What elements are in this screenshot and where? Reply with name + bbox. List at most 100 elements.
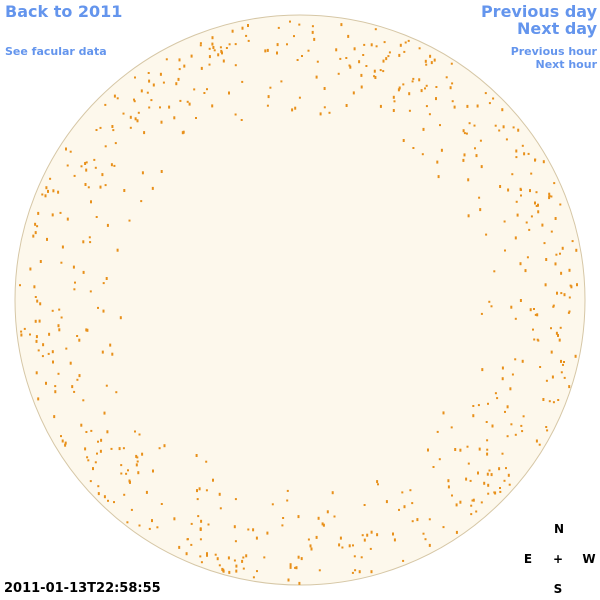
facula bbox=[179, 99, 182, 102]
facula bbox=[543, 242, 546, 245]
facula bbox=[562, 363, 564, 366]
facula bbox=[520, 194, 522, 197]
facula bbox=[466, 104, 469, 108]
previous-day-link[interactable]: Previous day bbox=[480, 2, 597, 21]
facula bbox=[178, 58, 181, 62]
facula bbox=[490, 473, 493, 477]
facula bbox=[97, 492, 100, 496]
facula bbox=[102, 309, 105, 313]
facula bbox=[363, 538, 366, 542]
back-link[interactable]: Back to 2011 bbox=[5, 2, 123, 21]
facula bbox=[102, 282, 105, 285]
facula bbox=[544, 283, 547, 287]
facula bbox=[557, 334, 559, 337]
facula bbox=[115, 391, 118, 394]
facula bbox=[503, 220, 506, 223]
facula bbox=[100, 438, 103, 442]
facula bbox=[466, 445, 469, 448]
facula bbox=[345, 57, 348, 59]
facula bbox=[353, 47, 356, 51]
facula bbox=[104, 103, 107, 106]
facula bbox=[138, 433, 141, 436]
facula bbox=[173, 517, 176, 521]
facula bbox=[424, 538, 427, 541]
next-day-link[interactable]: Next day bbox=[517, 19, 597, 38]
previous-hour-link[interactable]: Previous hour bbox=[510, 45, 597, 58]
facula bbox=[160, 170, 163, 173]
facula bbox=[310, 547, 313, 551]
facula bbox=[128, 219, 131, 222]
facula bbox=[402, 139, 405, 142]
facula bbox=[439, 124, 441, 127]
facula bbox=[363, 504, 366, 506]
facula bbox=[315, 535, 318, 539]
facular-link[interactable]: See facular data bbox=[5, 45, 107, 58]
facula bbox=[116, 97, 119, 100]
facula bbox=[550, 230, 553, 233]
facula bbox=[37, 211, 40, 215]
facula bbox=[105, 277, 108, 280]
facula bbox=[552, 305, 555, 308]
facula bbox=[315, 75, 318, 79]
facula bbox=[133, 98, 135, 101]
facula bbox=[114, 142, 117, 145]
facula bbox=[450, 426, 453, 429]
facula bbox=[222, 569, 225, 573]
facula bbox=[148, 106, 151, 109]
facula bbox=[234, 113, 237, 116]
facula bbox=[571, 240, 574, 243]
facula bbox=[206, 553, 208, 557]
facula bbox=[574, 354, 577, 358]
facula bbox=[301, 55, 303, 57]
facula bbox=[326, 510, 329, 514]
facula bbox=[528, 228, 531, 231]
facula bbox=[471, 499, 474, 502]
facula bbox=[486, 452, 489, 456]
facula bbox=[234, 43, 237, 46]
facula bbox=[241, 559, 244, 563]
facula bbox=[134, 117, 137, 121]
facula bbox=[120, 472, 123, 475]
facula bbox=[462, 158, 465, 162]
facula bbox=[535, 439, 538, 443]
facula bbox=[118, 447, 121, 451]
facula bbox=[541, 223, 544, 227]
facula bbox=[514, 358, 517, 361]
facula bbox=[235, 569, 238, 573]
facula bbox=[19, 284, 21, 287]
facula bbox=[512, 126, 515, 129]
facula bbox=[295, 566, 298, 570]
facula bbox=[271, 503, 274, 506]
facula bbox=[208, 63, 211, 66]
next-hour-link[interactable]: Next hour bbox=[535, 58, 598, 71]
facula bbox=[113, 501, 115, 504]
facula bbox=[311, 25, 314, 28]
facula bbox=[433, 58, 436, 62]
facula bbox=[555, 331, 558, 335]
facula bbox=[99, 449, 102, 453]
facula bbox=[576, 283, 578, 287]
facula bbox=[527, 152, 530, 155]
facula bbox=[57, 324, 60, 328]
facula bbox=[35, 371, 38, 375]
facula bbox=[219, 507, 222, 510]
facula bbox=[152, 83, 155, 87]
facula bbox=[519, 299, 522, 302]
facula bbox=[435, 97, 437, 101]
facula bbox=[34, 222, 37, 226]
facula bbox=[403, 50, 406, 53]
facula bbox=[393, 100, 396, 103]
facula bbox=[455, 530, 458, 534]
facula bbox=[267, 95, 270, 99]
facula bbox=[217, 53, 220, 57]
facula bbox=[200, 66, 203, 70]
compass-south: S bbox=[553, 582, 563, 596]
facula bbox=[360, 556, 363, 559]
facula bbox=[64, 441, 67, 445]
facula bbox=[363, 43, 366, 46]
facula bbox=[524, 269, 527, 273]
facula bbox=[347, 34, 350, 38]
facula bbox=[116, 248, 119, 252]
facula bbox=[402, 83, 405, 86]
facula bbox=[494, 124, 497, 127]
